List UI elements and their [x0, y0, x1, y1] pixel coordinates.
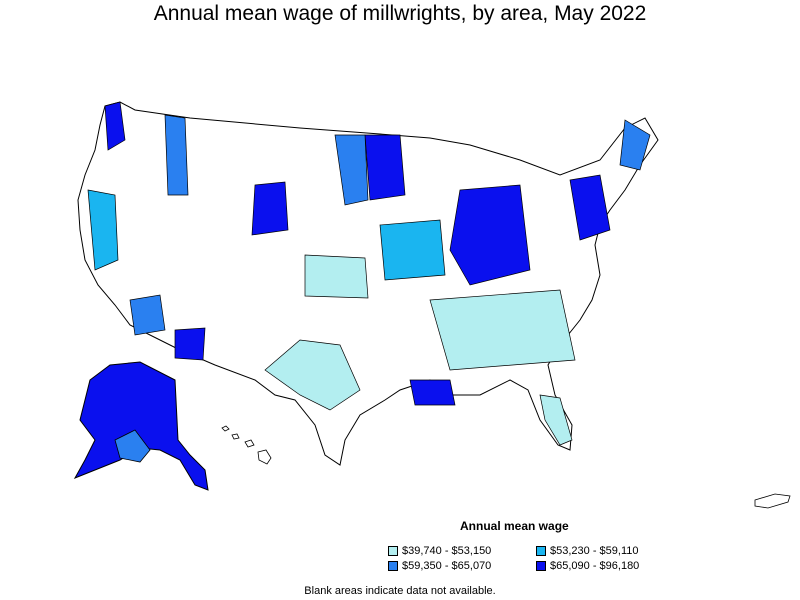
region-montana-east: [251, 181, 289, 236]
legend-swatch: [388, 561, 398, 571]
legend-item: $39,740 - $53,150: [388, 545, 536, 557]
region-minnesota: [364, 134, 406, 201]
legend-swatch: [536, 546, 546, 556]
legend-label: $65,090 - $96,180: [550, 560, 640, 572]
region-florida: [539, 394, 573, 446]
legend-item: $65,090 - $96,180: [536, 560, 666, 572]
legend-swatch: [388, 546, 398, 556]
legend-item: $59,350 - $65,070: [388, 560, 536, 572]
region-gulf-coast: [409, 379, 456, 406]
hawaii-islands: [221, 425, 272, 465]
legend-item: $53,230 - $59,110: [536, 545, 666, 557]
region-great-lakes: [449, 184, 531, 286]
region-wisconsin: [334, 134, 369, 206]
legend-label: $53,230 - $59,110: [550, 545, 639, 557]
legend: $39,740 - $53,150 $53,230 - $59,110 $59,…: [388, 545, 666, 572]
footnote: Blank areas indicate data not available.: [304, 585, 496, 597]
alaska-panhandle-region: [114, 429, 151, 463]
legend-title: Annual mean wage: [460, 519, 569, 533]
region-southeast: [429, 289, 576, 371]
legend-label: $39,740 - $53,150: [402, 545, 492, 557]
legend-swatch: [536, 561, 546, 571]
map-title: Annual mean wage of millwrights, by area…: [153, 2, 647, 25]
region-texas: [264, 339, 361, 411]
region-arizona: [129, 294, 166, 336]
region-kansas: [304, 254, 369, 299]
wage-regions: [87, 101, 651, 446]
alaska-outline: [73, 361, 209, 491]
region-northeast: [569, 174, 611, 241]
region-california: [87, 189, 119, 271]
legend-label: $59,350 - $65,070: [402, 560, 492, 572]
region-maine: [619, 119, 651, 171]
region-south-midwest: [379, 219, 446, 281]
region-washington: [104, 101, 126, 151]
region-new-mexico: [174, 327, 206, 361]
puerto-rico-outline: [754, 493, 791, 509]
region-idaho: [164, 114, 189, 196]
